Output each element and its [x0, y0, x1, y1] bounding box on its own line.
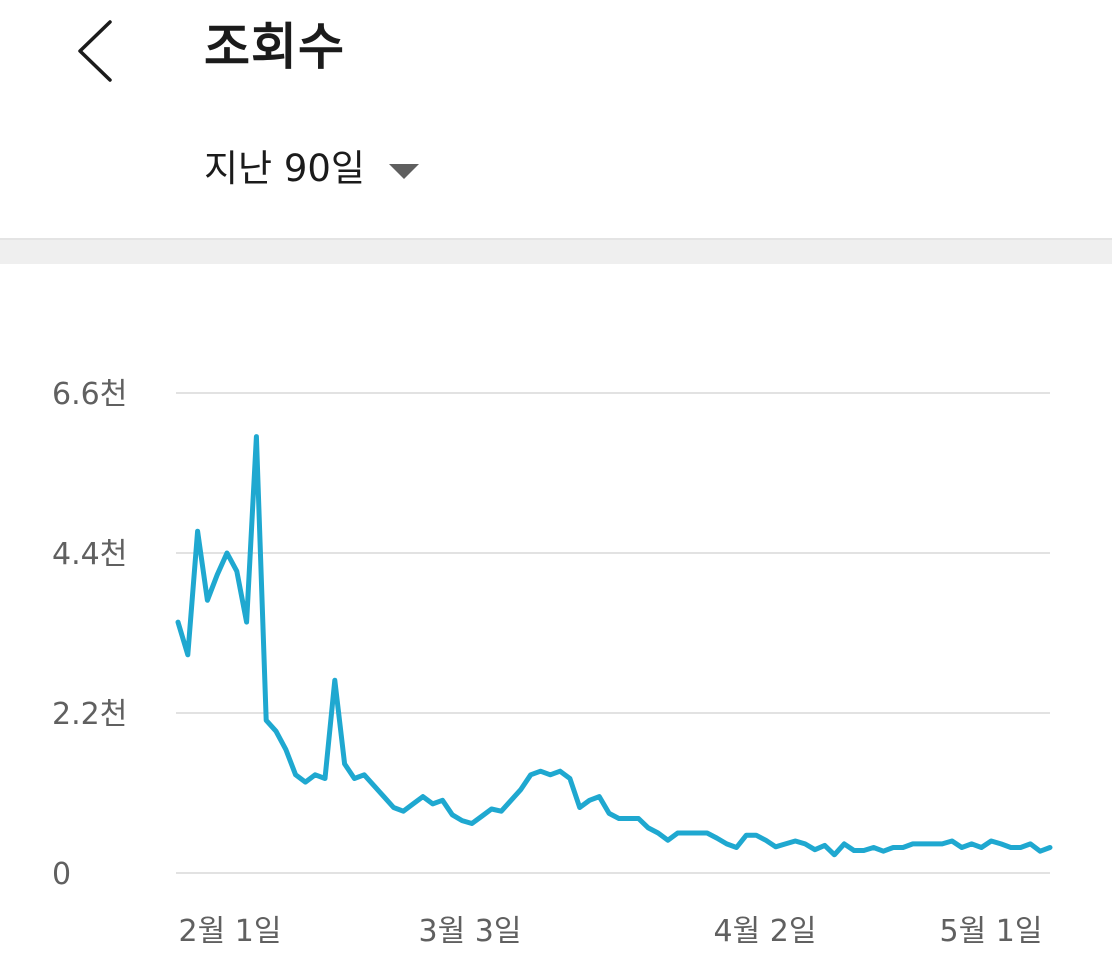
- x-tick-label: 4월 2일: [714, 914, 817, 949]
- x-tick-label: 2월 1일: [179, 914, 282, 949]
- period-label: 지난 90일: [204, 147, 365, 190]
- x-axis-labels: 2월 1일 3월 3일 4월 2일 5월 1일: [179, 914, 1043, 949]
- back-button[interactable]: [62, 14, 132, 88]
- series-layer: [175, 434, 1053, 858]
- y-tick-label: 2.2천: [52, 697, 127, 732]
- y-tick-label: 6.6천: [52, 377, 127, 412]
- section-divider: [0, 238, 1112, 264]
- page-title: 조회수: [204, 18, 345, 76]
- y-axis-labels: 0 2.2천 4.4천 6.6천: [52, 377, 127, 892]
- views-series-line: [175, 434, 1053, 858]
- caret-down-icon: [388, 163, 419, 179]
- y-tick-label: 0: [52, 857, 71, 892]
- chevron-left-icon: [78, 20, 112, 82]
- y-tick-label: 4.4천: [52, 537, 127, 572]
- gridlines: [176, 392, 1050, 874]
- header: 조회수 지난 90일: [0, 0, 1112, 238]
- x-tick-label: 5월 1일: [940, 914, 1043, 949]
- views-line-chart: 0 2.2천 4.4천 6.6천 2월 1일 3월 3일 4월 2일 5월 1일: [0, 264, 1112, 965]
- chart-canvas: 0 2.2천 4.4천 6.6천 2월 1일 3월 3일 4월 2일 5월 1일: [52, 377, 1053, 949]
- x-tick-label: 3월 3일: [419, 914, 522, 949]
- period-dropdown[interactable]: 지난 90일: [204, 142, 419, 196]
